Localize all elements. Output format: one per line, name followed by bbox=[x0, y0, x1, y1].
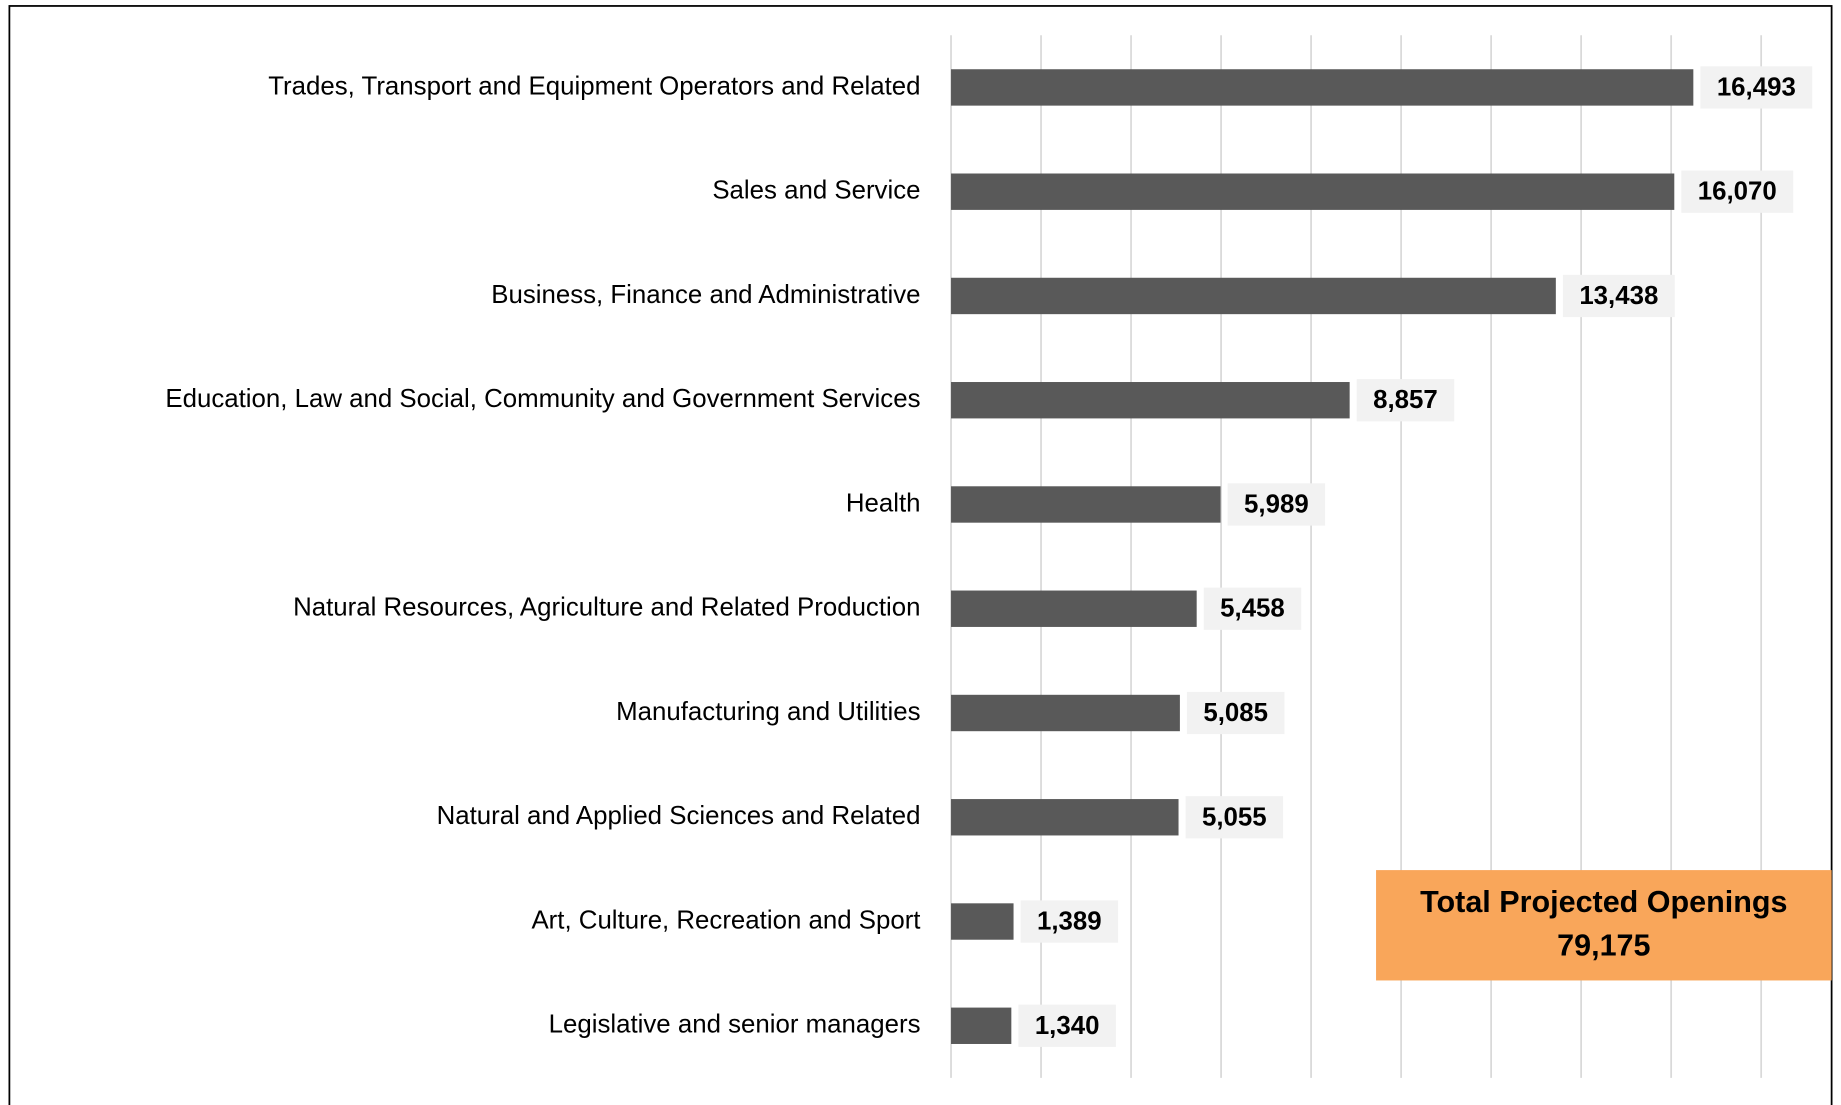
value-label-bg bbox=[1356, 379, 1455, 422]
bar bbox=[951, 1007, 1012, 1044]
bar bbox=[951, 903, 1014, 940]
value-label: 13,438 bbox=[1579, 282, 1658, 310]
y-tick-label: Health bbox=[846, 489, 921, 517]
value-label-bg bbox=[1020, 900, 1119, 943]
value-label-bg bbox=[1227, 483, 1326, 526]
bar bbox=[951, 69, 1694, 106]
bar bbox=[951, 382, 1350, 419]
value-label: 1,389 bbox=[1037, 908, 1102, 936]
y-tick-label: Education, Law and Social, Community and… bbox=[165, 385, 920, 413]
value-label-bg bbox=[1562, 274, 1675, 318]
value-label-bg bbox=[1700, 66, 1813, 109]
value-label: 16,070 bbox=[1698, 178, 1777, 206]
y-tick-label: Trades, Transport and Equipment Operator… bbox=[268, 72, 920, 100]
value-label: 5,055 bbox=[1202, 803, 1267, 831]
bar bbox=[951, 799, 1179, 836]
value-label-bg bbox=[1185, 796, 1284, 839]
y-tick-label: Natural Resources, Agriculture and Relat… bbox=[293, 594, 920, 622]
value-label: 5,085 bbox=[1203, 699, 1268, 727]
value-label: 1,340 bbox=[1035, 1012, 1100, 1040]
value-label-bg bbox=[1681, 170, 1794, 213]
y-tick-label: Manufacturing and Utilities bbox=[616, 698, 920, 726]
value-label-bg bbox=[1018, 1004, 1116, 1047]
y-tick-label: Business, Finance and Administrative bbox=[491, 281, 920, 309]
annotation-title: Total Projected Openings bbox=[1420, 885, 1787, 919]
y-tick-label: Natural and Applied Sciences and Related bbox=[437, 802, 921, 830]
value-label: 5,458 bbox=[1220, 595, 1285, 623]
bar bbox=[951, 277, 1556, 315]
value-label: 5,989 bbox=[1244, 490, 1309, 518]
bar bbox=[951, 694, 1180, 732]
bar bbox=[951, 173, 1675, 210]
y-tick-label: Sales and Service bbox=[712, 177, 920, 205]
y-tick-label: Art, Culture, Recreation and Sport bbox=[531, 906, 920, 934]
value-label: 8,857 bbox=[1373, 386, 1438, 414]
annotation-value: 79,175 bbox=[1557, 929, 1650, 963]
marks: Trades, Transport and Equipment Operator… bbox=[165, 66, 1813, 1047]
bar bbox=[951, 486, 1221, 523]
value-label-bg bbox=[1203, 587, 1302, 630]
value-label: 16,493 bbox=[1717, 73, 1796, 101]
y-tick-label: Legislative and senior managers bbox=[549, 1011, 921, 1039]
value-label-bg bbox=[1186, 691, 1285, 735]
annotation-box bbox=[1376, 870, 1832, 981]
bar bbox=[951, 590, 1197, 627]
